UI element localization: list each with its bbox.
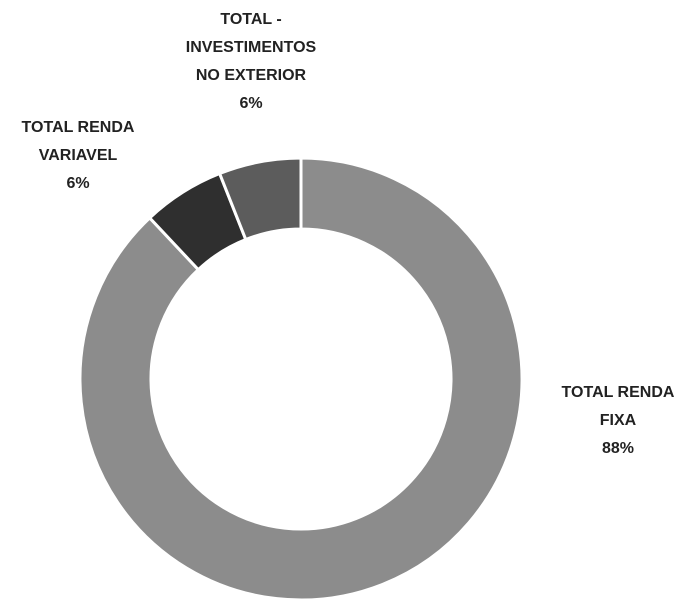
category-label: TOTAL - INVESTIMENTOS NO EXTERIOR <box>185 11 317 84</box>
donut-slice <box>217 156 303 242</box>
category-label: TOTAL RENDA FIXA <box>561 384 675 429</box>
value-label: 88% <box>601 440 635 457</box>
slice-label: TOTAL - INVESTIMENTOS NO EXTERIOR 6% <box>176 6 326 118</box>
donut-slice <box>78 156 524 602</box>
value-label: 6% <box>66 175 90 192</box>
slice-label: TOTAL RENDA VARIAVEL 6% <box>3 114 153 198</box>
slice-label: TOTAL RENDA FIXA 88% <box>543 379 685 463</box>
category-label: TOTAL RENDA VARIAVEL <box>21 119 135 164</box>
value-label: 6% <box>239 95 263 112</box>
